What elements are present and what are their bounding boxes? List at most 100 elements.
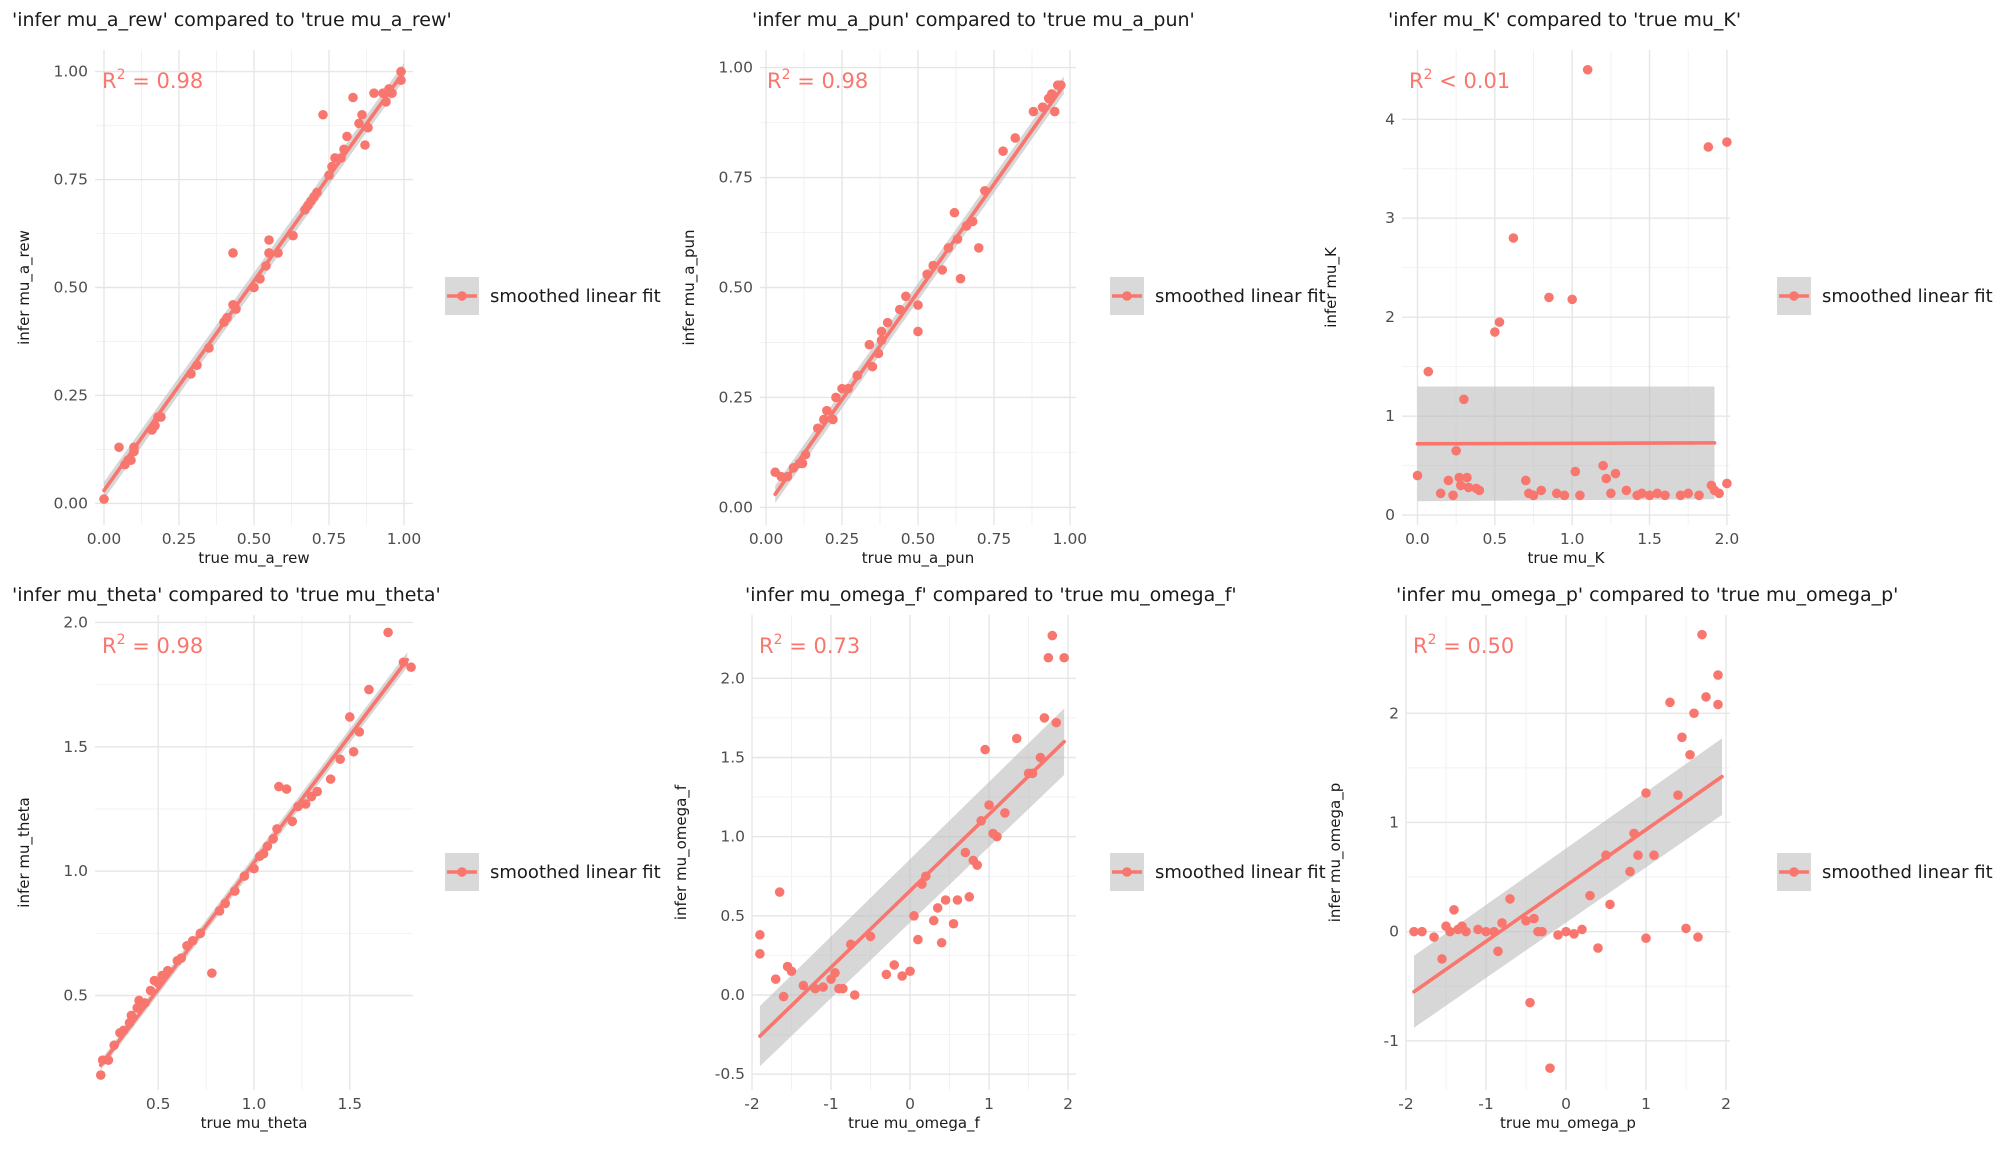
r-squared-annotation: R2 = 0.73 <box>759 632 860 658</box>
data-point <box>909 911 919 921</box>
data-point <box>948 918 959 929</box>
chart-panel-6: 'infer mu_omega_p' compared to 'true mu_… <box>1326 584 1993 1133</box>
data-point <box>1665 697 1675 708</box>
x-tick-label: 0.50 <box>237 530 272 548</box>
data-point <box>905 966 915 977</box>
data-point <box>867 361 878 372</box>
r-squared-annotation: R2 = 0.98 <box>102 632 203 658</box>
fit-line <box>98 657 410 1067</box>
data-point <box>932 903 943 913</box>
data-point <box>1445 926 1455 937</box>
x-tick-label: 0.00 <box>749 530 784 548</box>
y-tick-label: 1.0 <box>63 862 88 880</box>
data-point <box>287 816 298 827</box>
data-point <box>822 405 832 416</box>
y-tick-label: 0.00 <box>718 498 753 516</box>
data-point <box>864 339 875 350</box>
data-point <box>881 969 892 980</box>
fit-line <box>758 739 1066 1038</box>
data-point <box>1689 708 1699 719</box>
y-tick-label: 0.5 <box>63 986 88 1004</box>
data-point <box>849 990 860 1000</box>
data-point <box>1417 926 1427 937</box>
x-tick-label: -1 <box>823 1095 838 1113</box>
data-point <box>1561 926 1571 937</box>
data-point <box>952 895 963 905</box>
data-point <box>940 895 951 905</box>
data-point <box>1490 327 1500 337</box>
chart-panel-2: 'infer mu_a_pun' compared to 'true mu_a_… <box>680 9 1326 568</box>
y-axis-label: infer mu_omega_p <box>1326 783 1345 923</box>
data-point <box>335 754 346 765</box>
data-point <box>1448 490 1458 501</box>
data-point <box>1641 788 1651 798</box>
x-tick-label: 1.5 <box>1637 530 1662 548</box>
data-point <box>1601 473 1612 484</box>
data-point <box>1641 933 1651 944</box>
data-point <box>1437 954 1447 964</box>
data-point <box>1637 488 1647 499</box>
y-axis-label: infer mu_K <box>1322 246 1341 328</box>
data-point <box>998 146 1008 156</box>
chart-title: 'infer mu_a_pun' compared to 'true mu_a_… <box>752 9 1195 31</box>
data-point <box>1598 460 1608 471</box>
x-tick-label: 0 <box>905 1095 915 1113</box>
data-point <box>281 784 292 794</box>
data-point <box>1683 488 1694 499</box>
data-point <box>1423 366 1434 377</box>
y-tick-label: 2 <box>1385 308 1395 326</box>
data-point <box>1521 915 1531 926</box>
chart-panel-5: 'infer mu_omega_f' compared to 'true mu_… <box>672 584 1326 1133</box>
x-axis-label: true mu_omega_p <box>1500 1114 1636 1133</box>
data-point <box>1497 918 1507 928</box>
data-point <box>145 985 156 996</box>
x-tick-label: 0.75 <box>312 530 347 548</box>
data-point <box>1545 1063 1555 1073</box>
data-point <box>755 930 765 940</box>
x-axis-label: true mu_K <box>1527 549 1605 568</box>
data-point <box>1697 629 1707 640</box>
data-point <box>889 960 900 970</box>
data-point <box>980 744 990 755</box>
y-tick-label: 2.0 <box>720 669 745 687</box>
x-axis-label: true mu_theta <box>201 1114 308 1133</box>
x-tick-label: 0.5 <box>1483 530 1508 548</box>
data-point <box>798 980 809 991</box>
legend: smoothed linear fit <box>1777 277 1993 315</box>
y-tick-label: 1.00 <box>718 59 753 77</box>
data-point <box>1593 943 1603 953</box>
data-point <box>936 937 947 948</box>
x-tick-label: 0.5 <box>146 1095 171 1113</box>
x-tick-label: -2 <box>1398 1095 1413 1113</box>
y-axis-label: infer mu_a_rew <box>15 230 34 345</box>
data-point <box>818 982 828 992</box>
data-point <box>383 627 393 638</box>
data-point <box>1508 233 1519 243</box>
x-tick-label: 0.25 <box>162 530 197 548</box>
data-point <box>1011 733 1022 744</box>
y-tick-label: 0.75 <box>53 171 88 189</box>
data-point <box>1569 929 1579 939</box>
data-point <box>1685 749 1695 760</box>
y-tick-label: 1.5 <box>720 749 745 767</box>
data-point <box>1455 480 1466 491</box>
x-tick-label: -1 <box>1478 1095 1493 1113</box>
data-point <box>1544 292 1554 303</box>
y-axis-label: infer mu_omega_f <box>672 784 691 920</box>
data-point <box>360 140 370 150</box>
data-point <box>1493 946 1503 957</box>
data-point <box>357 109 367 120</box>
data-point <box>288 230 298 241</box>
data-point <box>1473 924 1483 935</box>
data-point <box>99 494 109 504</box>
chart-title: 'infer mu_a_rew' compared to 'true mu_a_… <box>12 9 452 31</box>
r-squared-annotation: R2 < 0.01 <box>1409 67 1510 93</box>
data-point <box>1681 923 1691 934</box>
data-point <box>1694 490 1704 501</box>
data-point <box>1520 475 1531 486</box>
y-tick-label: 1.5 <box>63 738 88 756</box>
legend-label: smoothed linear fit <box>1822 862 1993 883</box>
data-point <box>1570 466 1581 477</box>
x-axis-label: true mu_a_pun <box>862 549 974 568</box>
data-point <box>1443 475 1454 486</box>
